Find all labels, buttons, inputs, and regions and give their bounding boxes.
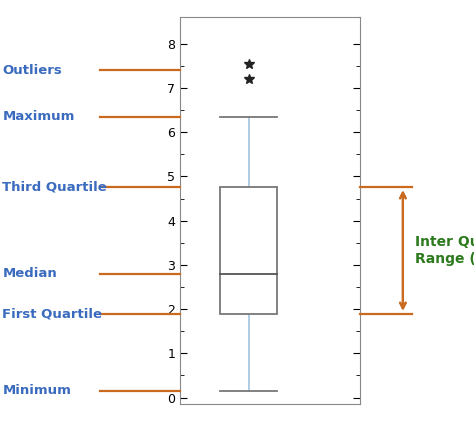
- Text: Inter Quartile
Range (IQR): Inter Quartile Range (IQR): [415, 235, 474, 266]
- Text: Outliers: Outliers: [2, 64, 62, 77]
- Text: Maximum: Maximum: [2, 110, 75, 123]
- Text: Minimum: Minimum: [2, 384, 71, 397]
- Text: Third Quartile: Third Quartile: [2, 181, 107, 194]
- Text: First Quartile: First Quartile: [2, 307, 102, 320]
- Text: Median: Median: [2, 267, 57, 280]
- Bar: [220, 187, 277, 313]
